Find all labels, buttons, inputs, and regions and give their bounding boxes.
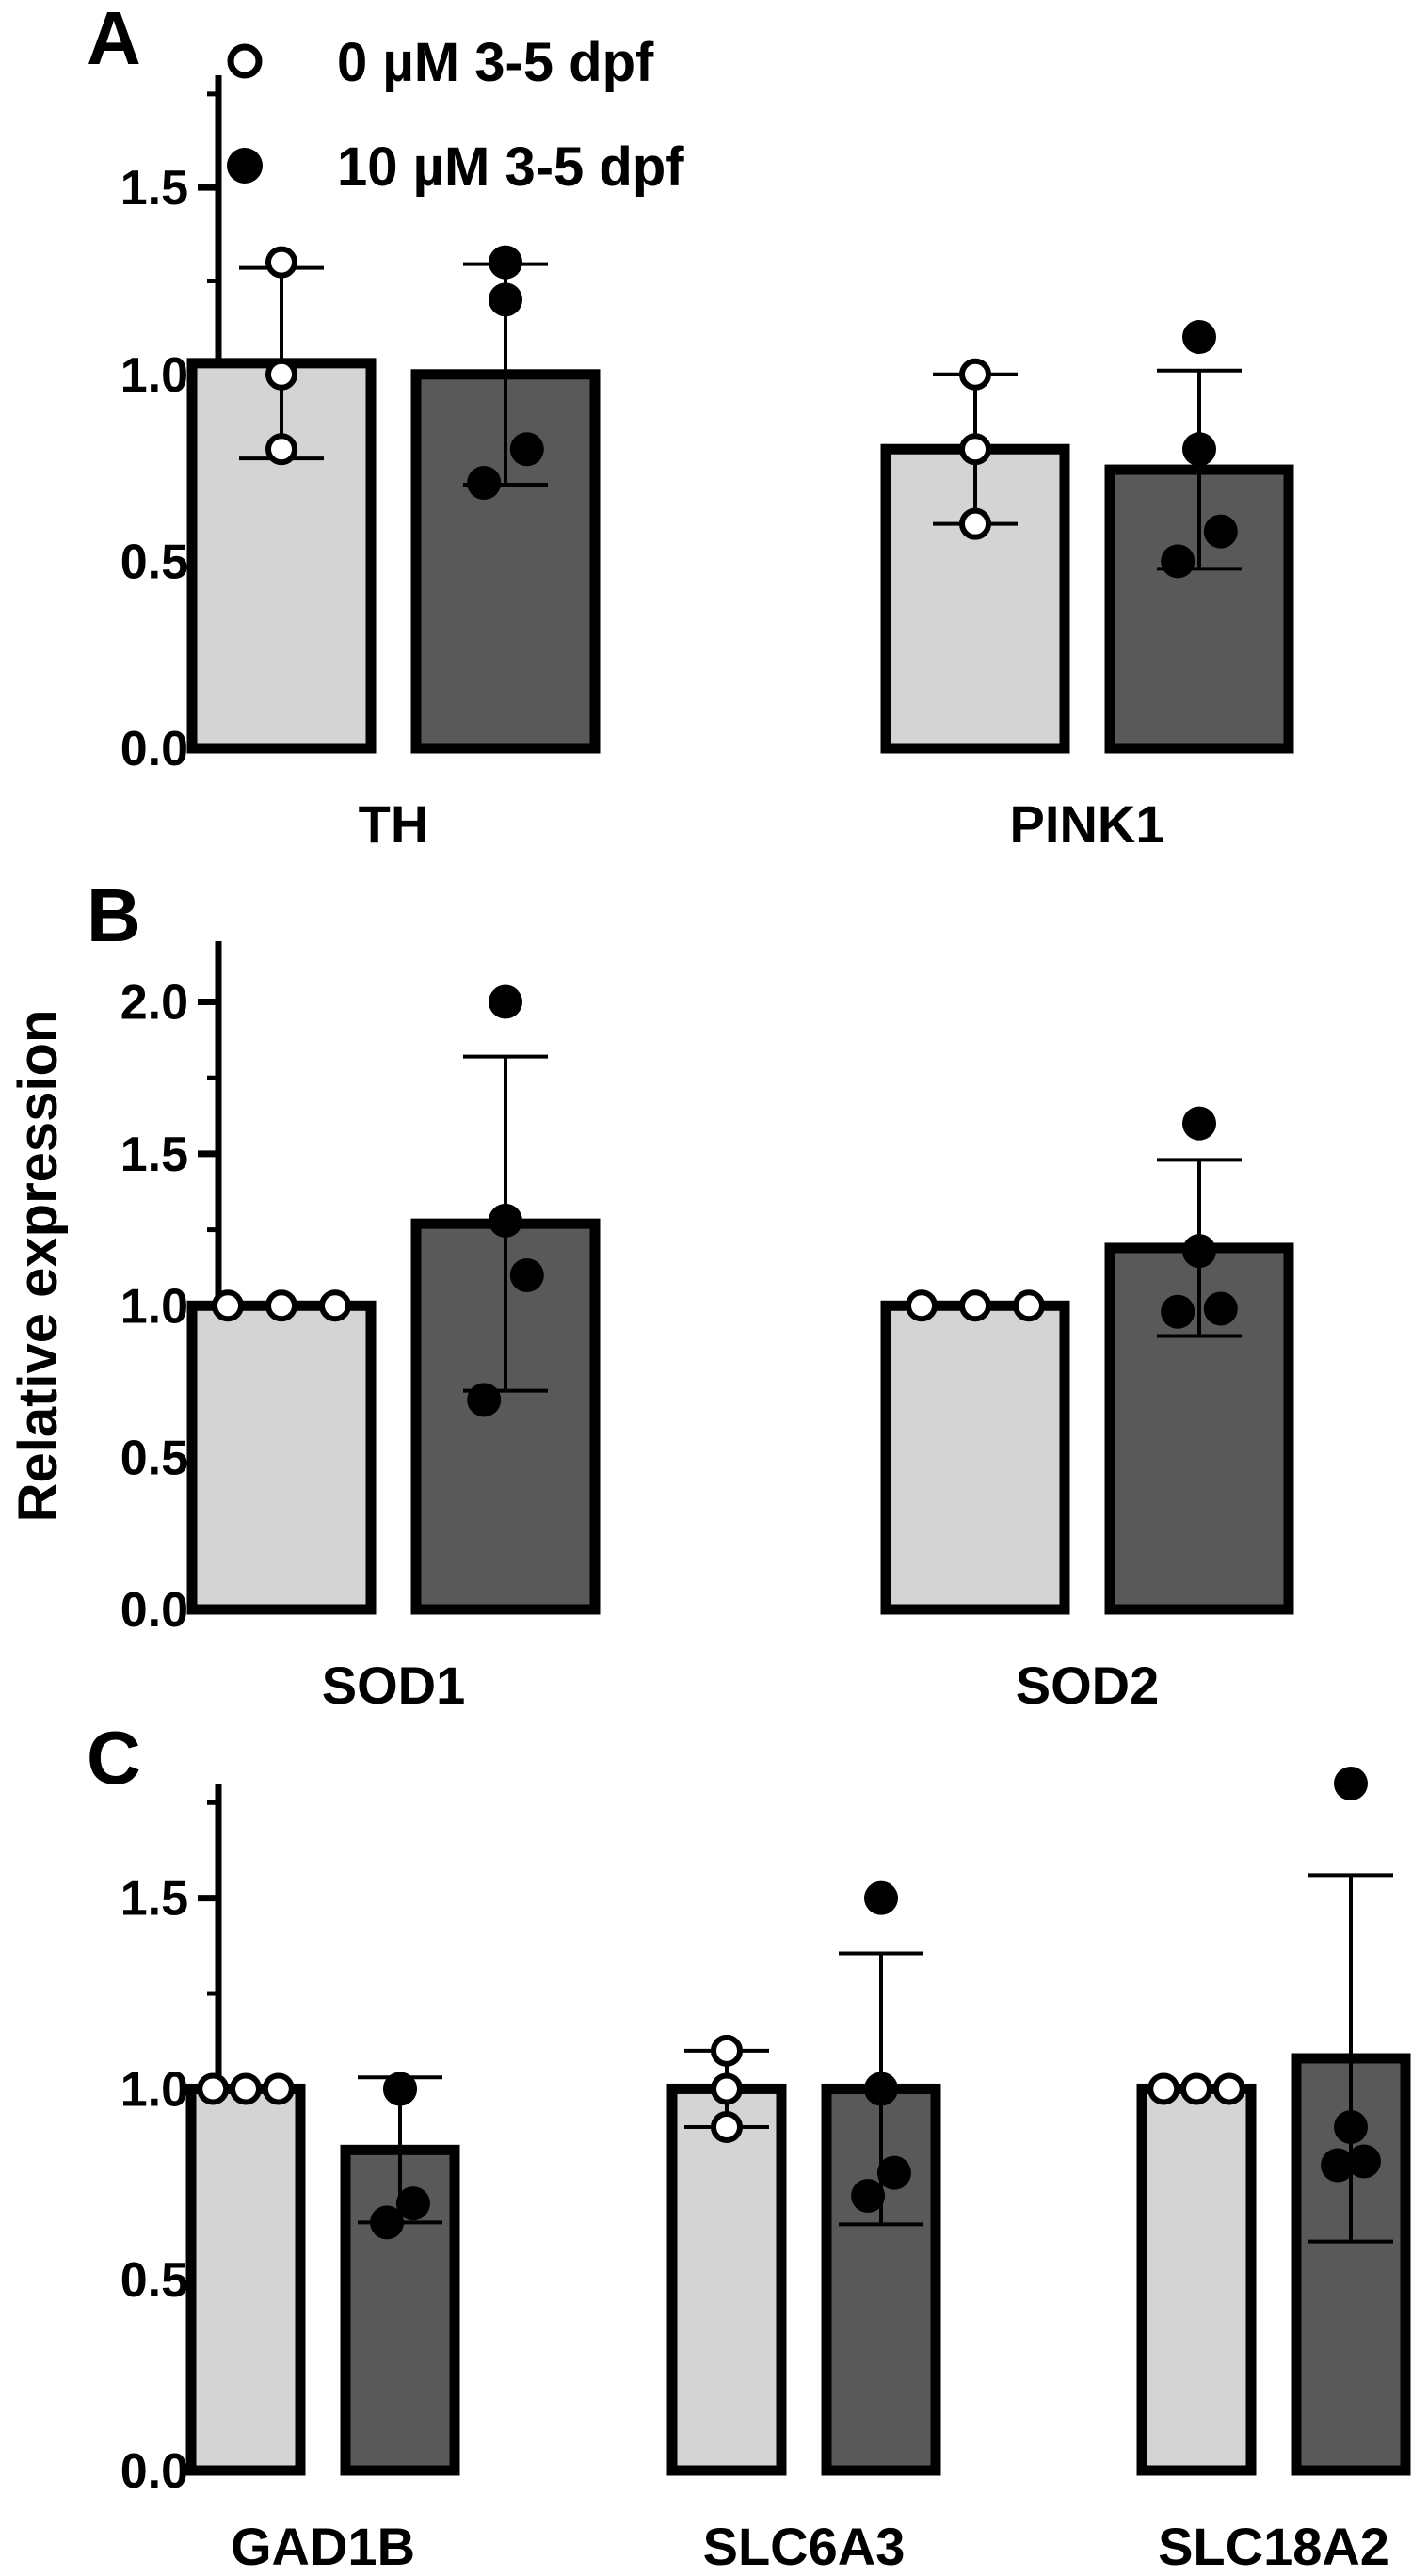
bar-sod1-series-1 — [186, 1300, 377, 1615]
y-tick-label: 0.0 — [120, 722, 188, 776]
panel-letter: C — [87, 1716, 141, 1800]
data-point-open — [1013, 1289, 1045, 1322]
data-point-filled — [1334, 1767, 1368, 1800]
data-point-open — [711, 2111, 743, 2143]
data-point-open — [959, 507, 991, 540]
data-point-filled — [509, 1258, 544, 1292]
x-category-label: SOD2 — [1016, 1656, 1160, 1715]
x-category-label: GAD1B — [231, 2517, 415, 2576]
y-tick-label: 1.5 — [120, 1872, 188, 1927]
y-tick-label: 0.5 — [120, 535, 188, 589]
bar-sod2-series-1 — [880, 1300, 1070, 1615]
y-tick-label: 0.5 — [120, 2253, 188, 2308]
legend-open-circle-marker — [227, 43, 263, 79]
data-point-filled — [509, 432, 544, 467]
data-point-filled — [395, 2186, 430, 2221]
data-point-filled — [851, 2179, 886, 2213]
data-point-filled — [370, 2205, 405, 2240]
legend-label-treated: 10 µM 3-5 dpf — [337, 136, 684, 198]
data-point-filled — [467, 465, 502, 500]
data-point-filled — [864, 1880, 898, 1915]
data-point-filled — [489, 984, 522, 1019]
data-point-open — [959, 358, 991, 391]
data-point-filled — [467, 1383, 502, 1417]
data-point-filled — [489, 282, 522, 317]
data-point-filled — [1161, 1294, 1195, 1329]
data-point-open — [265, 1289, 297, 1322]
data-point-filled — [1182, 1106, 1216, 1141]
data-point-open — [265, 433, 297, 466]
bar-slc6a3-series-1 — [666, 2083, 787, 2476]
data-point-open — [1147, 2072, 1180, 2105]
y-tick-label: 1.5 — [120, 161, 188, 216]
data-point-filled — [1346, 2144, 1381, 2179]
panel-c: C 0.0 0.5 1.0 1.5 GAD1B SLC6A3 SLC18A2 — [87, 1716, 1411, 2576]
y-tick-label: 0.0 — [120, 1583, 188, 1638]
y-tick-label: 1.0 — [120, 348, 188, 403]
panel-letter: A — [87, 0, 141, 80]
data-point-filled — [864, 2072, 898, 2106]
data-point-open — [959, 1289, 991, 1322]
data-point-filled — [383, 2072, 417, 2106]
legend-label-control: 0 µM 3-5 dpf — [337, 32, 654, 93]
data-point-open — [1180, 2072, 1212, 2105]
y-tick-label: 1.0 — [120, 1279, 188, 1334]
y-tick-label: 2.0 — [120, 976, 188, 1031]
bar-slc18a2-series-1 — [1136, 2083, 1257, 2476]
x-category-label: SOD1 — [322, 1656, 466, 1715]
y-tick-label: 1.5 — [120, 1128, 188, 1182]
data-point-open — [262, 2072, 295, 2105]
data-point-filled — [876, 2155, 911, 2190]
data-point-filled — [1182, 320, 1216, 355]
data-point-open — [230, 2072, 262, 2105]
data-point-filled — [1161, 544, 1195, 579]
data-point-open — [212, 1289, 244, 1322]
data-point-open — [906, 1289, 938, 1322]
x-category-label: SLC18A2 — [1158, 2517, 1389, 2576]
data-point-filled — [489, 1203, 522, 1238]
x-category-label: SLC6A3 — [703, 2517, 906, 2576]
data-point-filled — [1203, 514, 1238, 549]
data-point-filled — [1203, 1291, 1238, 1326]
data-point-open — [1212, 2072, 1245, 2105]
panel-a: A 0.0 0.5 1.0 1.5 TH PINK1 — [87, 0, 1294, 854]
data-point-filled — [489, 245, 522, 280]
legend-filled-circle-marker — [227, 148, 263, 184]
data-point-open — [265, 246, 297, 279]
panel-b: B 0.0 0.5 1.0 1.5 2.0 SOD1 SOD2 — [87, 873, 1294, 1715]
y-axis-label: Relative expression — [8, 1010, 69, 1523]
data-point-filled — [1334, 2110, 1368, 2144]
data-point-open — [319, 1289, 351, 1322]
y-tick-label: 0.0 — [120, 2444, 188, 2499]
data-point-filled — [1321, 2148, 1356, 2183]
x-category-label: TH — [359, 794, 429, 854]
data-point-open — [711, 2034, 743, 2067]
bar-gad1b-series-1 — [185, 2083, 306, 2476]
y-tick-label: 0.5 — [120, 1432, 188, 1486]
x-category-label: PINK1 — [1010, 794, 1165, 854]
y-tick-label: 1.0 — [120, 2062, 188, 2117]
data-point-filled — [1182, 432, 1216, 467]
data-point-open — [265, 358, 297, 391]
data-point-open — [197, 2072, 230, 2105]
data-point-open — [711, 2072, 743, 2105]
panel-letter: B — [87, 873, 141, 957]
data-point-open — [959, 433, 991, 466]
legend: 0 µM 3-5 dpf 10 µM 3-5 dpf — [227, 32, 684, 198]
data-point-filled — [1182, 1234, 1216, 1269]
